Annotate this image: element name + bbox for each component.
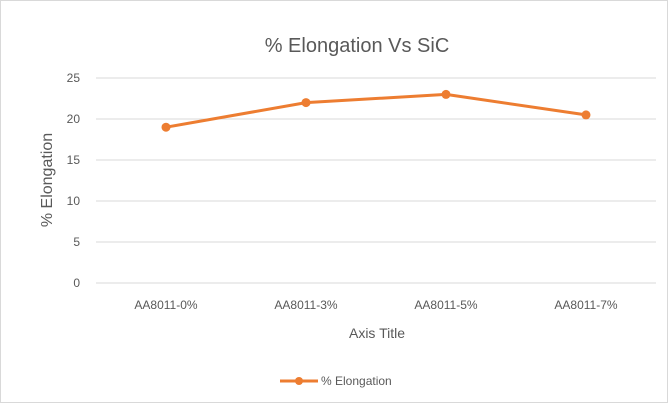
x-tick-label: AA8011-7% bbox=[554, 298, 617, 312]
y-tick-labels: 0 5 10 15 20 25 bbox=[67, 71, 81, 290]
gridlines bbox=[96, 77, 656, 284]
y-tick-label: 10 bbox=[67, 194, 81, 208]
x-tick-labels: AA8011-0% AA8011-3% AA8011-5% AA8011-7% bbox=[134, 298, 617, 312]
y-axis-title: % Elongation bbox=[39, 133, 56, 227]
data-point bbox=[161, 122, 171, 132]
y-tick-label: 15 bbox=[67, 153, 81, 167]
data-point bbox=[441, 89, 451, 99]
x-tick-label: AA8011-0% bbox=[134, 298, 197, 312]
series-line bbox=[165, 92, 587, 129]
y-tick-label: 0 bbox=[73, 276, 80, 290]
y-tick-label: 5 bbox=[73, 235, 80, 249]
y-tick-label: 25 bbox=[67, 71, 81, 85]
x-tick-label: AA8011-5% bbox=[414, 298, 477, 312]
chart-title: % Elongation Vs SiC bbox=[265, 35, 450, 57]
series-layer bbox=[161, 89, 591, 132]
x-tick-label: AA8011-3% bbox=[274, 298, 337, 312]
data-point bbox=[581, 110, 591, 120]
x-axis-title: Axis Title bbox=[349, 325, 405, 341]
legend-point-marker bbox=[295, 377, 303, 385]
data-point bbox=[301, 98, 311, 108]
legend: % Elongation bbox=[280, 374, 392, 388]
y-tick-label: 20 bbox=[67, 112, 81, 126]
legend-label: % Elongation bbox=[321, 374, 392, 388]
